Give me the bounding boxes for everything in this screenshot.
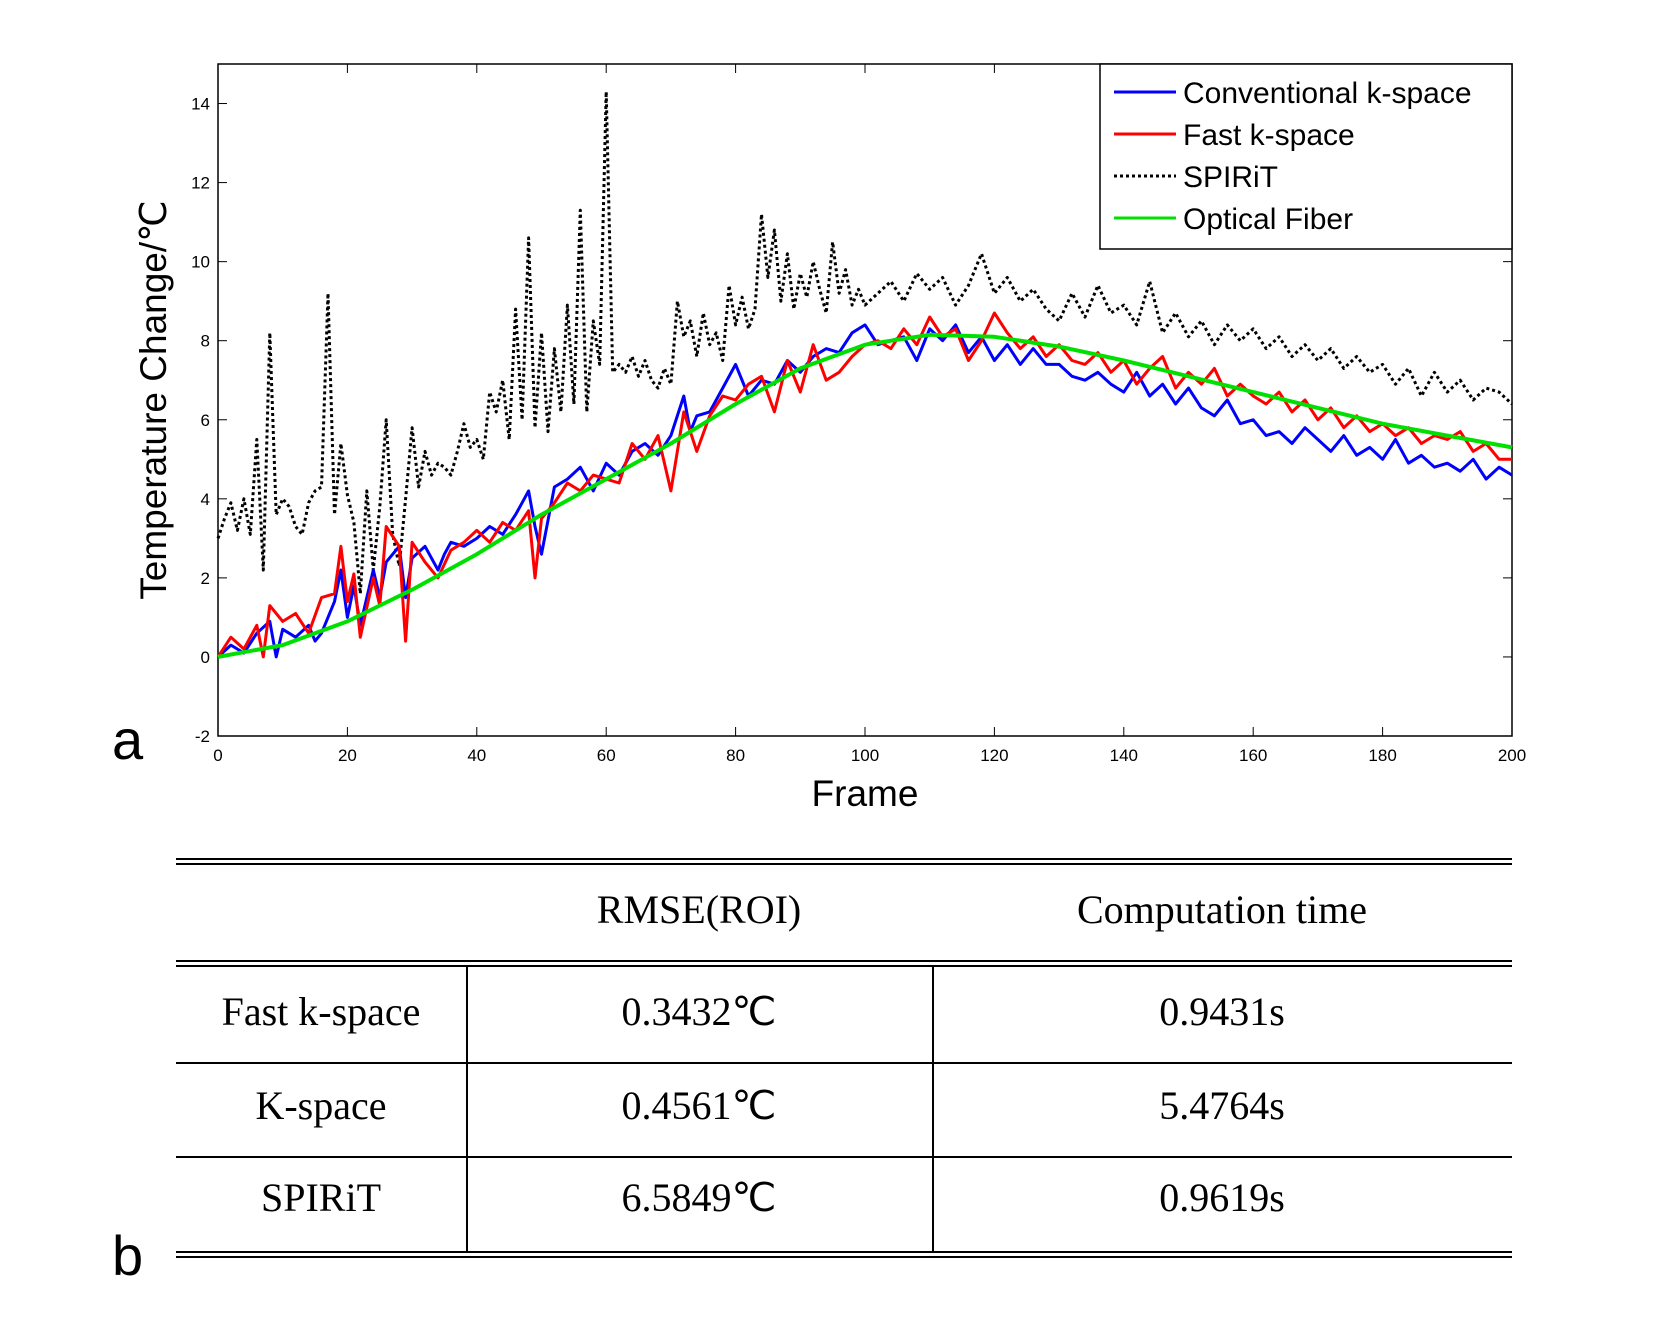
y-axis-title: Temperature Change/℃ xyxy=(133,200,174,599)
table-header-rule xyxy=(176,965,1512,967)
table-column-divider xyxy=(466,966,468,1251)
legend: Conventional k-space Fast k-space SPIRiT Op… xyxy=(1099,63,1513,250)
row-rmse: 6.5849℃ xyxy=(621,1175,777,1220)
table-bottom-rule xyxy=(176,1251,1512,1253)
row-method: K-space xyxy=(255,1083,387,1128)
row-method: SPIRiT xyxy=(260,1175,382,1220)
table-top-rule xyxy=(176,863,1512,865)
header-rmse: RMSE(ROI) xyxy=(596,887,802,932)
row-time: 0.9431s xyxy=(1159,989,1285,1034)
x-tick-label: 60 xyxy=(597,746,616,765)
x-tick-label: 180 xyxy=(1368,746,1396,765)
x-tick-label: 200 xyxy=(1498,746,1526,765)
x-axis-title: Frame xyxy=(812,773,919,814)
row-method: Fast k-space xyxy=(221,989,421,1034)
panel-label-a: a xyxy=(112,708,144,771)
series-line-optical-fiber xyxy=(217,332,1513,659)
x-tick-label: 0 xyxy=(213,746,222,765)
series-lines xyxy=(216,90,1514,659)
series-line-spirit xyxy=(216,90,1514,596)
table-top-rule xyxy=(176,858,1512,860)
x-tick-label: 140 xyxy=(1110,746,1138,765)
x-tick-label: 40 xyxy=(467,746,486,765)
x-tick-label: 120 xyxy=(980,746,1008,765)
y-tick-label: -2 xyxy=(195,727,210,746)
legend-label: Optical Fiber xyxy=(1183,203,1353,236)
x-tick-label: 100 xyxy=(851,746,879,765)
x-tick-label: 20 xyxy=(338,746,357,765)
panel-label-b: b xyxy=(112,1224,144,1287)
x-tick-label: 80 xyxy=(726,746,745,765)
y-tick-label: 0 xyxy=(201,648,210,667)
series-line-fast-k-space xyxy=(216,311,1512,659)
y-tick-label: 4 xyxy=(201,490,210,509)
table-row-rule xyxy=(176,1156,1512,1158)
legend-label: SPIRiT xyxy=(1183,161,1278,194)
table-header-rule xyxy=(176,960,1512,962)
row-rmse: 0.3432℃ xyxy=(621,989,777,1034)
row-time: 0.9619s xyxy=(1159,1175,1285,1220)
y-tick-label: 2 xyxy=(201,569,210,588)
table-bottom-rule xyxy=(176,1256,1512,1258)
x-tick-label: 160 xyxy=(1239,746,1267,765)
y-tick-label: 12 xyxy=(191,174,210,193)
y-tick-label: 10 xyxy=(191,253,210,272)
results-table: RMSE(ROI) Computation time Fast k-space … xyxy=(176,858,1512,1258)
table-row-rule xyxy=(176,1062,1512,1064)
legend-label: Fast k-space xyxy=(1183,119,1355,152)
header-computation-time: Computation time xyxy=(1077,887,1367,932)
y-tick-label: 6 xyxy=(201,411,210,430)
row-rmse: 0.4561℃ xyxy=(621,1083,777,1128)
series-line-conventional-k-space xyxy=(216,323,1513,659)
row-time: 5.4764s xyxy=(1159,1083,1285,1128)
temperature-chart: 0 20 40 60 80 100 120 140 160 180 200-202468101214… xyxy=(133,63,1526,814)
table-column-divider xyxy=(932,966,934,1251)
y-tick-label: 8 xyxy=(201,332,210,351)
y-tick-label: 14 xyxy=(191,95,210,114)
legend-label: Conventional k-space xyxy=(1183,77,1472,110)
